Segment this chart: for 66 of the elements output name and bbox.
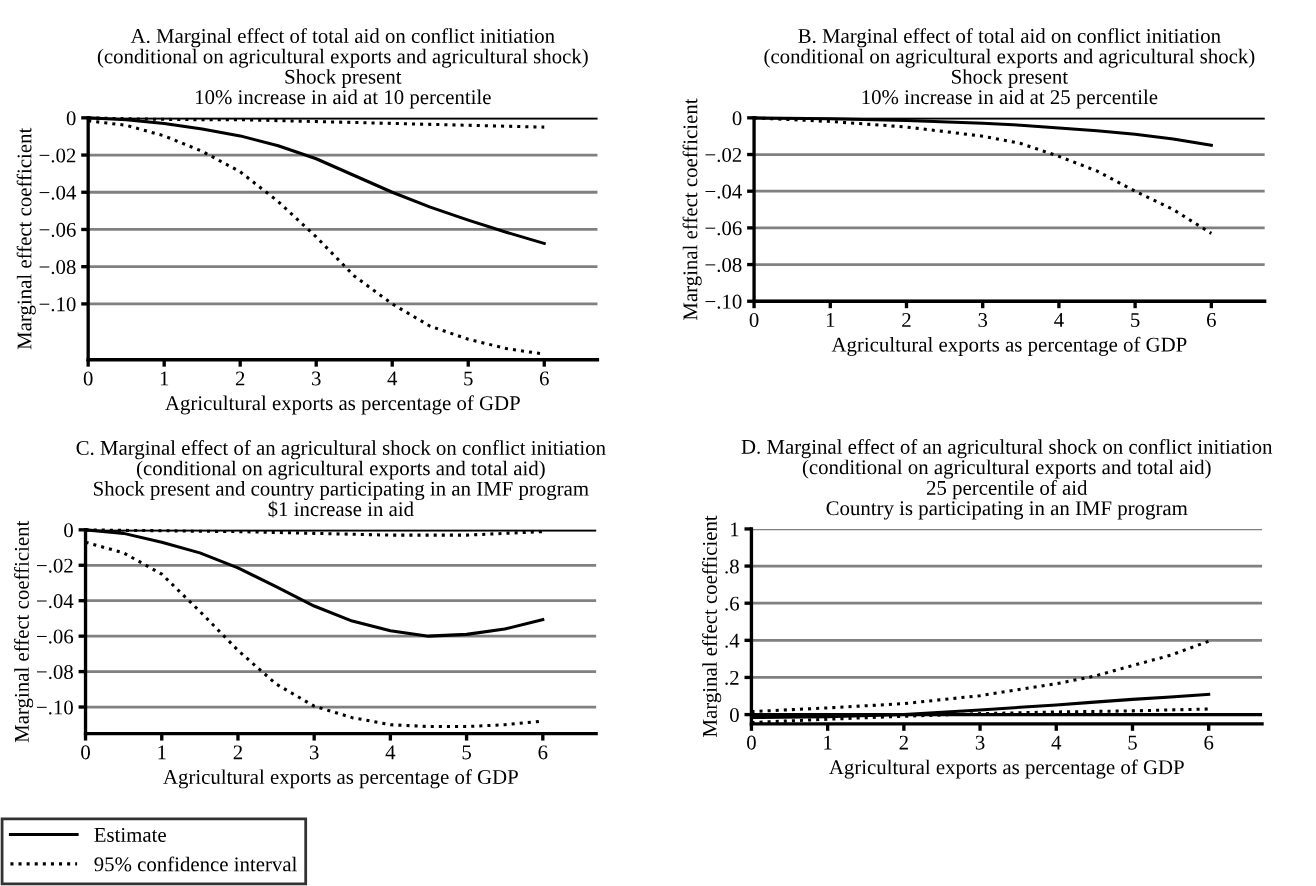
x-tick-label: 4 bbox=[1051, 735, 1062, 750]
y-tick-label: −.08 bbox=[36, 664, 73, 680]
y-tick-label: 0 bbox=[64, 523, 73, 538]
x-tick-label: 2 bbox=[899, 735, 908, 750]
x-axis-title: Agricultural exports as percentage of GDP bbox=[831, 336, 1187, 356]
x-tick-label: 3 bbox=[309, 745, 319, 760]
x-tick-label: 4 bbox=[385, 745, 396, 760]
y-axis-title: Marginal effect coefficient bbox=[682, 98, 702, 321]
chart-title: C. Marginal effect of an agricultural shock on conflict initiation (conditional on agricultural exports and total aid) Shock present and country participating in an IMF program $1 increase in aid bbox=[76, 440, 606, 518]
x-tick-label: 6 bbox=[1207, 313, 1216, 328]
y-tick-label: −.04 bbox=[705, 184, 742, 199]
y-tick-label: −.06 bbox=[39, 222, 76, 237]
y-tick-label: −.08 bbox=[39, 260, 76, 275]
x-axis-title: Agricultural exports as percentage of GDP bbox=[165, 395, 520, 415]
y-axis-title: Marginal effect coefficient bbox=[16, 127, 36, 350]
x-tick-label: 6 bbox=[538, 745, 548, 760]
y-tick-label: .4 bbox=[725, 633, 740, 648]
x-tick-label: 1 bbox=[826, 313, 835, 327]
y-tick-label: .2 bbox=[725, 670, 739, 685]
x-tick-label: 0 bbox=[83, 371, 93, 386]
y-tick-label: 0 bbox=[730, 707, 739, 723]
y-tick-label: −.02 bbox=[39, 148, 76, 163]
legend-label: 95% confidence interval bbox=[94, 856, 297, 872]
y-tick-label: .8 bbox=[725, 559, 739, 574]
chart-title: A. Marginal effect of total aid on conflict initiation (conditional on agricultural exports and agricultural shock) Shock present 10% increase in aid at 10 percentile bbox=[97, 28, 588, 109]
x-tick-label: 4 bbox=[1054, 313, 1064, 327]
x-axis-title: Agricultural exports as percentage of GDP bbox=[163, 769, 518, 789]
x-tick-label: 3 bbox=[312, 371, 321, 386]
y-tick-label: 0 bbox=[66, 111, 76, 126]
y-tick-label: −.06 bbox=[705, 221, 742, 236]
y-tick-label: −.10 bbox=[36, 700, 73, 715]
x-tick-label: 1 bbox=[160, 371, 169, 386]
x-tick-label: 3 bbox=[978, 313, 988, 328]
x-tick-label: 3 bbox=[975, 735, 985, 750]
x-tick-label: 6 bbox=[1204, 735, 1214, 750]
y-tick-label: −.08 bbox=[705, 257, 742, 273]
x-tick-label: 2 bbox=[235, 371, 245, 386]
y-tick-label: −.02 bbox=[36, 558, 73, 573]
chart-title: D. Marginal effect of an agricultural shock on conflict initiation (conditional on agricultural exports and total aid) 25 percentile of aid Country is participating in an IMF program bbox=[741, 439, 1273, 520]
chart-title: B. Marginal effect of total aid on conflict initiation (conditional on agricultural exports and agricultural shock) Shock present 10% increase in aid at 25 percentile bbox=[764, 28, 1255, 109]
y-tick-label: −.02 bbox=[705, 147, 742, 163]
x-tick-label: 0 bbox=[749, 312, 759, 328]
y-axis-title: Marginal effect coefficient bbox=[14, 520, 34, 743]
x-tick-label: 1 bbox=[824, 735, 832, 750]
y-tick-label: 1 bbox=[731, 522, 739, 537]
legend-label: Estimate bbox=[94, 827, 166, 842]
y-tick-label: 0 bbox=[732, 111, 742, 126]
y-tick-label: −.04 bbox=[39, 185, 77, 200]
y-axis-title: Marginal effect coefficient bbox=[702, 515, 722, 737]
x-tick-label: 0 bbox=[747, 735, 756, 750]
x-tick-label: 4 bbox=[387, 371, 398, 386]
y-tick-label: −.06 bbox=[36, 629, 74, 644]
x-tick-label: 5 bbox=[1128, 735, 1137, 750]
x-tick-label: 2 bbox=[902, 313, 911, 327]
y-tick-label: −.10 bbox=[705, 294, 742, 309]
x-tick-label: 6 bbox=[539, 371, 549, 386]
x-tick-label: 0 bbox=[81, 745, 90, 760]
x-axis-title: Agricultural exports as percentage of GDP bbox=[829, 759, 1184, 779]
x-tick-label: 2 bbox=[233, 745, 243, 760]
x-tick-label: 5 bbox=[1131, 313, 1140, 328]
y-tick-label: −.10 bbox=[39, 297, 76, 312]
x-tick-label: 5 bbox=[462, 745, 471, 760]
y-tick-label: .6 bbox=[725, 596, 740, 611]
y-tick-label: −.04 bbox=[36, 594, 74, 609]
x-tick-label: 5 bbox=[464, 371, 473, 386]
x-tick-label: 1 bbox=[158, 745, 166, 760]
